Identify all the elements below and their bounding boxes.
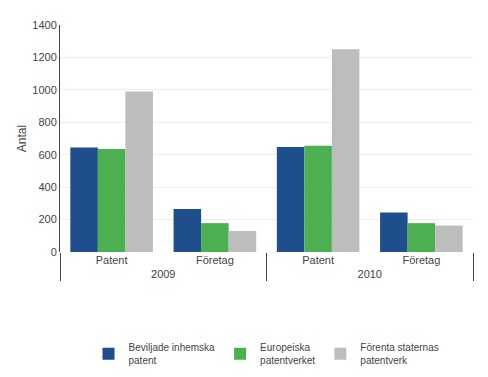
svg-text:Företag: Företag xyxy=(196,254,234,266)
svg-text:Företag: Företag xyxy=(402,254,440,266)
svg-text:1000: 1000 xyxy=(32,84,56,96)
svg-text:Förenta staternaspatentverk: Förenta staternaspatentverk xyxy=(360,342,438,366)
svg-text:1400: 1400 xyxy=(32,19,56,31)
svg-text:1200: 1200 xyxy=(32,51,56,63)
svg-text:Patent: Patent xyxy=(302,254,334,266)
svg-text:2010: 2010 xyxy=(358,268,382,280)
svg-text:Antal: Antal xyxy=(15,125,29,152)
svg-text:Beviljade inhemskapatent: Beviljade inhemskapatent xyxy=(129,342,216,366)
svg-text:400: 400 xyxy=(38,181,56,193)
svg-text:2009: 2009 xyxy=(151,268,175,280)
svg-text:Patent: Patent xyxy=(96,254,128,266)
svg-text:0: 0 xyxy=(51,246,57,258)
svg-text:Europeiskapatentverket: Europeiskapatentverket xyxy=(260,342,315,366)
svg-text:600: 600 xyxy=(38,149,56,161)
svg-text:200: 200 xyxy=(38,213,56,225)
svg-text:800: 800 xyxy=(38,116,56,128)
